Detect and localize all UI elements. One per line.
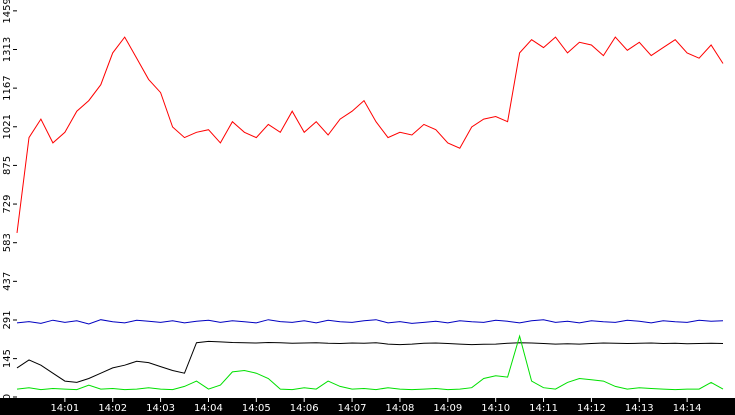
x-axis-bar — [0, 398, 735, 415]
x-tick-label: 14:10 — [481, 403, 510, 414]
x-tick-label: 14:14 — [673, 403, 702, 414]
y-tick-label: 1167 — [2, 75, 13, 100]
y-tick-label: 729 — [2, 195, 13, 214]
x-tick-label: 14:07 — [338, 403, 367, 414]
y-tick-label: 291 — [2, 310, 13, 329]
series-line — [16, 36, 724, 233]
series-line — [16, 340, 724, 383]
x-tick-label: 14:13 — [625, 403, 654, 414]
x-tick-label: 14:06 — [290, 403, 319, 414]
x-tick-label: 14:09 — [433, 403, 462, 414]
y-tick-label: 145 — [2, 349, 13, 368]
y-tick-label: 875 — [2, 156, 13, 175]
series-line — [16, 319, 724, 325]
x-tick-label: 14:02 — [98, 403, 127, 414]
y-tick-label: 0 — [2, 394, 13, 400]
y-tick-label: 1459 — [2, 0, 13, 24]
x-tick-label: 14:01 — [50, 403, 79, 414]
y-tick-label: 437 — [2, 272, 13, 291]
y-tick-label: 1021 — [2, 114, 13, 139]
x-tick-label: 14:12 — [577, 403, 606, 414]
x-tick-label: 14:05 — [242, 403, 271, 414]
x-tick-label: 14:08 — [386, 403, 415, 414]
y-tick-label: 1313 — [2, 37, 13, 62]
series-line — [16, 334, 724, 391]
x-tick-label: 14:11 — [529, 403, 558, 414]
y-tick-label: 583 — [2, 233, 13, 252]
x-tick-label: 14:03 — [146, 403, 175, 414]
x-tick-label: 14:04 — [194, 403, 223, 414]
